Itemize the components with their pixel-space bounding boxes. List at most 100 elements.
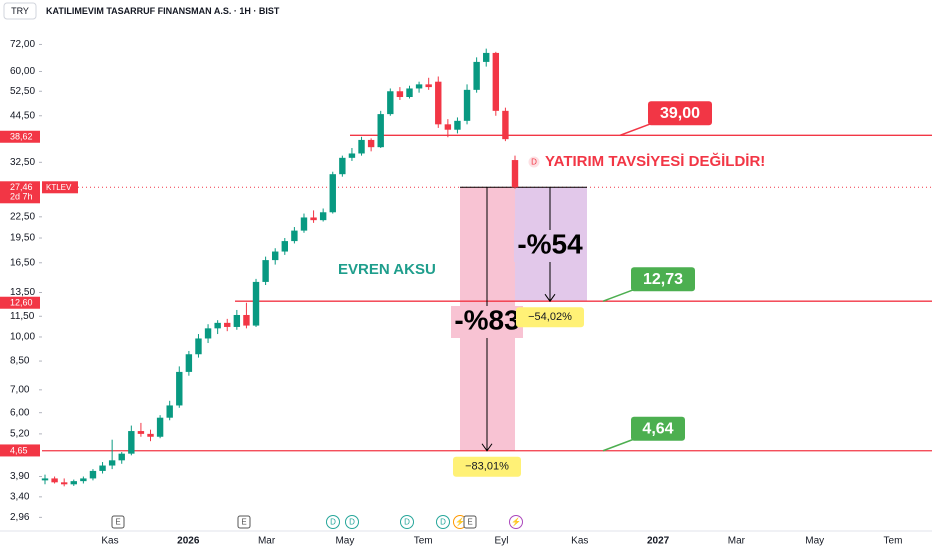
candle-body — [108, 460, 116, 466]
candle-body — [243, 314, 250, 326]
candle-body — [41, 478, 49, 481]
y-tick-label: 22,50 — [10, 211, 35, 222]
candle-body — [396, 91, 404, 98]
arrow-head — [544, 293, 556, 303]
candle-body — [463, 89, 471, 121]
axis-tag — [0, 296, 40, 309]
x-tick-label: Mar — [728, 536, 746, 547]
y-tick-label: 44,50 — [10, 110, 35, 121]
event-marker — [326, 515, 340, 529]
candle-body — [147, 433, 154, 437]
event-marker — [345, 515, 359, 529]
candle-body — [454, 120, 461, 130]
event-label: ⚡ — [455, 517, 465, 527]
x-tick-label: May — [805, 536, 824, 547]
level-label: 39,00 — [660, 105, 700, 122]
y-tick-label: 3,90 — [10, 471, 30, 482]
y-tick-label: 3,40 — [10, 491, 30, 502]
measure-label: -%54 — [517, 228, 583, 259]
candle-body — [329, 174, 336, 213]
measure-text-bg — [451, 306, 523, 338]
x-tick-label: Tem — [884, 536, 903, 547]
candle-body — [435, 81, 442, 125]
candle-body — [89, 470, 97, 479]
candle-body — [204, 328, 212, 339]
candle-body — [367, 139, 375, 148]
event-label: E — [115, 518, 120, 527]
axis-tag — [0, 130, 40, 143]
candle-body — [473, 61, 480, 90]
candle-body — [262, 260, 269, 282]
axis-tag-label: 4,65 — [10, 445, 28, 455]
x-tick-label: 2027 — [647, 536, 670, 547]
level-pointer — [602, 288, 636, 302]
y-tick-label: 2,96 — [10, 512, 30, 523]
level-label-box — [648, 101, 712, 126]
y-tick-label: 5,20 — [10, 429, 30, 440]
event-marker — [400, 515, 414, 529]
candle-body — [118, 453, 125, 461]
level-label: 12,73 — [643, 271, 683, 288]
candle-body — [99, 465, 106, 471]
candle-body — [176, 371, 183, 406]
y-tick-label: 19,50 — [10, 233, 35, 244]
candle-body — [483, 52, 490, 62]
candle-body — [80, 478, 87, 482]
candle-body — [185, 354, 193, 372]
level-pointer — [619, 122, 653, 137]
annotation-icon — [528, 156, 540, 168]
annotation: YATIRIM TAVSİYESİ DEĞİLDİR! — [545, 152, 765, 170]
event-label: D — [440, 518, 446, 527]
candle-body — [348, 153, 356, 158]
event-marker — [237, 515, 251, 529]
y-tick-label: 72,00 — [10, 39, 35, 50]
y-tick-label: 32,50 — [10, 157, 35, 168]
candle-body — [195, 338, 202, 355]
level-pointer — [602, 438, 636, 452]
candle-body — [511, 160, 519, 188]
event-marker — [463, 515, 477, 529]
level-label-box — [631, 416, 685, 441]
candle-body — [233, 314, 241, 327]
event-label: ⚡ — [511, 517, 521, 527]
candle-body — [281, 241, 288, 252]
change-label: −54,02% — [528, 311, 572, 323]
chart-title: KATILIMEVIM TASARRUF FINANSMAN A.S. · 1H… — [46, 6, 280, 16]
candle-body — [492, 52, 500, 111]
level-label: 4,64 — [642, 420, 673, 437]
x-tick-label: Tem — [414, 536, 433, 547]
axis-tag — [0, 444, 40, 457]
event-label: D — [349, 518, 355, 527]
event-label: D — [330, 518, 336, 527]
measure-text-bg — [514, 230, 586, 262]
x-tick-label: Eyl — [495, 536, 509, 547]
y-tick-label: 60,00 — [10, 66, 35, 77]
event-label: D — [404, 518, 410, 527]
change-box — [516, 307, 584, 328]
y-tick-label: 13,50 — [10, 287, 35, 298]
change-box — [453, 456, 521, 477]
x-tick-label: Mar — [258, 536, 276, 547]
y-tick-label: 11,50 — [10, 311, 35, 322]
candle-body — [70, 481, 77, 485]
event-label: E — [467, 518, 472, 527]
candle-body — [339, 157, 346, 175]
currency-box — [3, 2, 37, 20]
candle-body — [387, 91, 394, 115]
candle-body — [224, 322, 231, 327]
axis-tag-label: 12,60 — [10, 298, 33, 308]
candle-body — [272, 251, 279, 261]
candle-body — [291, 230, 298, 242]
candle-body — [128, 431, 135, 454]
candle-body — [425, 84, 432, 88]
y-tick-label: 6,00 — [10, 407, 30, 418]
candle-body — [252, 281, 260, 326]
currency: TRY — [11, 6, 29, 16]
y-tick-label: 8,50 — [10, 356, 30, 367]
symbol-label: KTLEV — [46, 183, 72, 192]
candle-body — [60, 482, 68, 485]
candle-body — [502, 110, 509, 140]
candle-body — [137, 431, 145, 434]
